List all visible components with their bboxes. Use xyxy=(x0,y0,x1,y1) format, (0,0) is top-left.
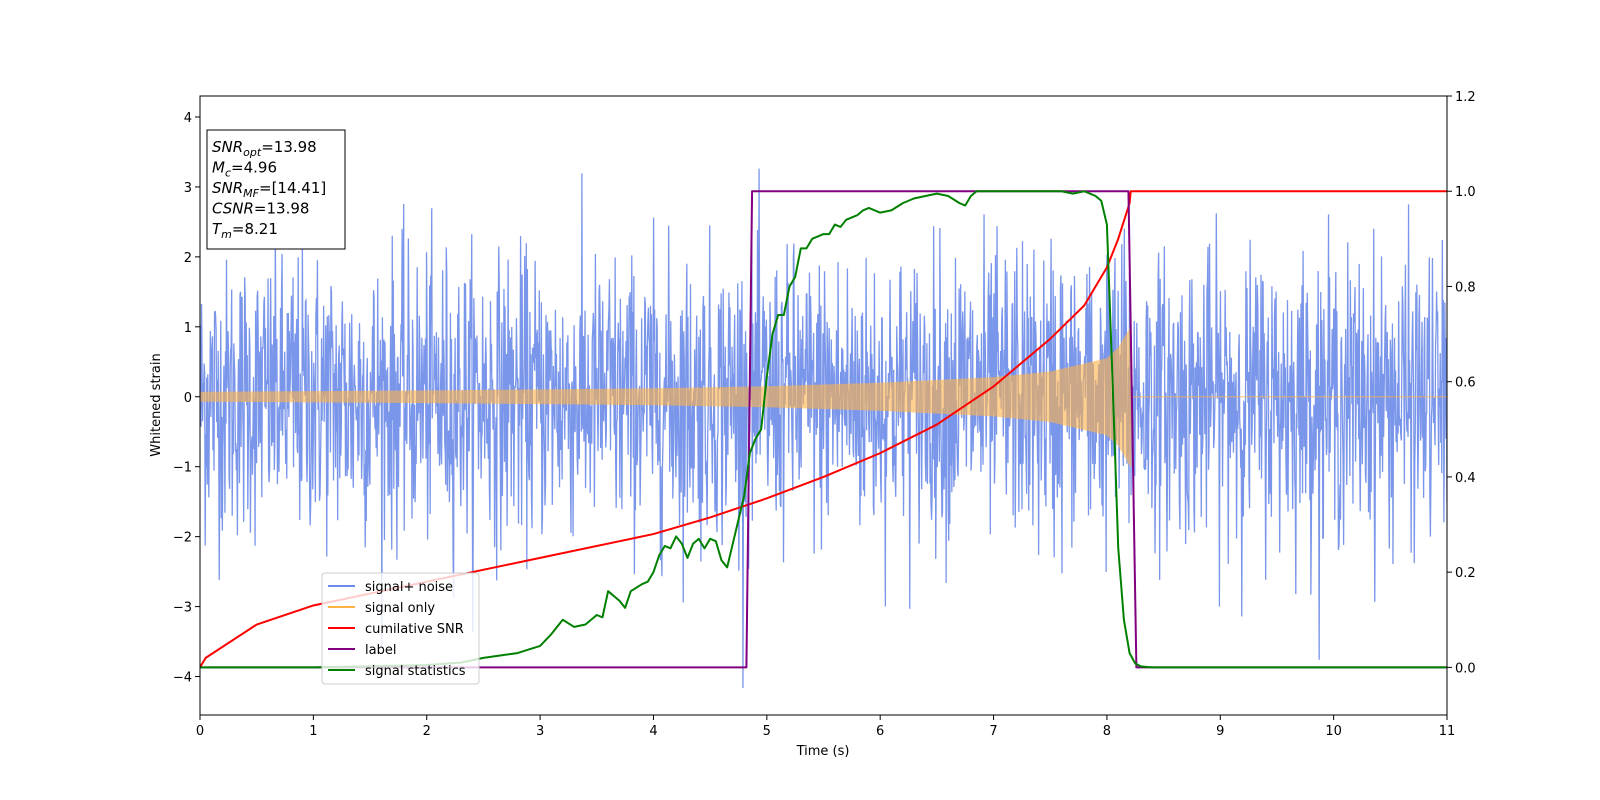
x-tick-label: 9 xyxy=(1216,724,1224,739)
signal-only-line xyxy=(200,327,1447,467)
annotation-line: CSNR=13.98 xyxy=(212,200,309,218)
x-tick-label: 11 xyxy=(1439,724,1456,739)
legend-label: signal only xyxy=(365,601,435,616)
legend-frame xyxy=(321,572,480,685)
axes: 0 1 2 3 4 5 6 7 8 9 10 11 −4 −3 −2 −1 0 1 2 3 4 0.0 0.2 0.4 0.6 0… xyxy=(173,90,1476,739)
annotation-box: SNRopt=13.98Mc=4.96SNRMF=[14.41]CSNR=13.… xyxy=(206,129,346,250)
legend-label: cumilative SNR xyxy=(365,622,464,637)
y-right-tick-label: 0.4 xyxy=(1455,471,1476,486)
annotation-frame xyxy=(206,129,346,250)
y-left-tick-label: −1 xyxy=(173,461,192,476)
y-left-tick-label: 0 xyxy=(184,391,192,406)
y-right-tick-label: 1.2 xyxy=(1455,90,1476,105)
x-tick-label: 7 xyxy=(989,724,997,739)
x-tick-label: 5 xyxy=(763,724,771,739)
x-tick-label: 1 xyxy=(309,724,317,739)
y-right-tick-label: 0.0 xyxy=(1455,661,1476,676)
legend-label: signal statistics xyxy=(365,664,466,679)
plot-frame xyxy=(199,95,1448,716)
y-left-tick-label: 4 xyxy=(184,111,192,126)
annotation-line: SNRopt=13.98 xyxy=(212,138,317,159)
x-tick-label: 4 xyxy=(649,724,657,739)
annotation-line: Tm=8.21 xyxy=(212,220,278,241)
x-axis-label: Time (s) xyxy=(796,744,850,759)
y-right-tick-label: 0.2 xyxy=(1455,566,1476,581)
y-right-tick-label: 0.8 xyxy=(1455,280,1476,295)
x-tick-label: 6 xyxy=(876,724,884,739)
y-left-tick-label: −2 xyxy=(173,531,192,546)
series-line-signal-statistics xyxy=(200,190,1447,669)
x-tick-label: 10 xyxy=(1325,724,1342,739)
y-left-tick-label: −4 xyxy=(173,671,192,686)
y-right-tick-label: 0.6 xyxy=(1455,376,1476,391)
x-tick-label: 0 xyxy=(196,724,204,739)
legend: signal+ noise signal only cumilative SNR la… xyxy=(321,572,480,685)
y-left-tick-label: 1 xyxy=(184,321,192,336)
annotation-line: Mc=4.96 xyxy=(212,159,277,180)
legend-label: signal+ noise xyxy=(365,580,453,595)
y-axis-label: Whitened strain xyxy=(149,353,164,456)
legend-label: label xyxy=(365,643,396,658)
series-signal-only xyxy=(200,327,1447,467)
x-tick-label: 3 xyxy=(536,724,544,739)
annotation-line: SNRMF=[14.41] xyxy=(212,179,326,200)
x-tick-label: 2 xyxy=(423,724,431,739)
y-right-tick-label: 1.0 xyxy=(1455,185,1476,200)
x-tick-label: 8 xyxy=(1103,724,1111,739)
y-left-tick-label: 2 xyxy=(184,251,192,266)
y-left-tick-label: 3 xyxy=(184,181,192,196)
y-left-tick-label: −3 xyxy=(173,601,192,616)
